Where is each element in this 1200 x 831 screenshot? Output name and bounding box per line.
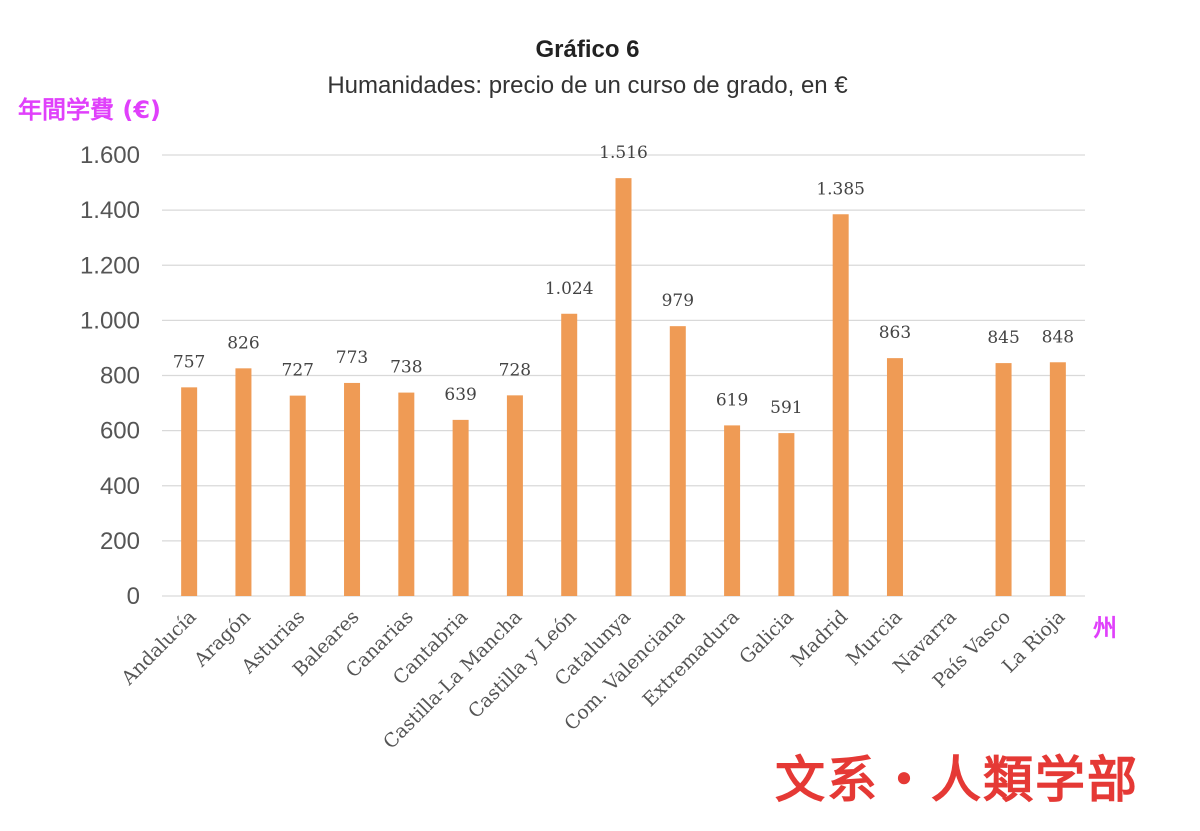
data-label: 727 xyxy=(282,361,314,381)
data-label: 1.024 xyxy=(545,279,594,299)
data-label: 826 xyxy=(227,333,259,353)
y-tick-label: 1.400 xyxy=(80,197,140,224)
chart-title: Gráfico 6 xyxy=(535,36,640,63)
bar xyxy=(344,382,361,596)
bar xyxy=(452,419,469,596)
bar xyxy=(615,178,632,596)
data-label: 773 xyxy=(336,348,368,368)
x-tick-label: Extremadura xyxy=(638,606,743,711)
y-tick-label: 0 xyxy=(127,583,140,610)
bar xyxy=(995,363,1012,596)
y-tick-label: 800 xyxy=(100,363,140,390)
y-tick-label: 200 xyxy=(100,528,140,555)
bar xyxy=(181,387,198,596)
data-label: 757 xyxy=(173,352,205,372)
bar xyxy=(886,358,903,596)
data-label: 639 xyxy=(444,385,476,405)
bar xyxy=(724,425,741,596)
data-label: 1.516 xyxy=(599,143,648,163)
y-tick-label: 1.200 xyxy=(80,252,140,279)
bar xyxy=(398,392,415,596)
bar xyxy=(561,313,578,596)
bar xyxy=(1049,362,1066,596)
y-tick-label: 1.600 xyxy=(80,142,140,169)
y-tick-label: 600 xyxy=(100,418,140,445)
bar xyxy=(669,326,686,596)
y-axis-annotation: 年間学費 (€) xyxy=(18,96,161,124)
data-label: 845 xyxy=(987,328,1019,348)
data-label: 738 xyxy=(390,358,422,378)
data-label: 591 xyxy=(770,398,802,418)
y-tick-label: 400 xyxy=(100,473,140,500)
data-label: 619 xyxy=(716,390,748,410)
bar xyxy=(506,395,523,596)
data-label: 728 xyxy=(499,360,531,380)
x-tick-label: Andalucía xyxy=(117,606,201,690)
data-label: 979 xyxy=(662,291,694,311)
data-label: 848 xyxy=(1042,327,1074,347)
x-axis-annotation: 州 xyxy=(1093,614,1117,642)
data-label: 1.385 xyxy=(816,179,865,199)
y-tick-label: 1.000 xyxy=(80,307,140,334)
bar xyxy=(235,368,252,596)
x-tick-label: Madrid xyxy=(787,606,852,671)
x-tick-label: Galicia xyxy=(735,606,798,669)
bar xyxy=(778,433,795,596)
bar xyxy=(832,214,849,596)
bar xyxy=(289,395,306,596)
data-label: 863 xyxy=(879,323,911,343)
faculty-label: 文系・人類学部 xyxy=(775,751,1139,809)
chart-subtitle: Humanidades: precio de un curso de grado… xyxy=(327,72,848,99)
